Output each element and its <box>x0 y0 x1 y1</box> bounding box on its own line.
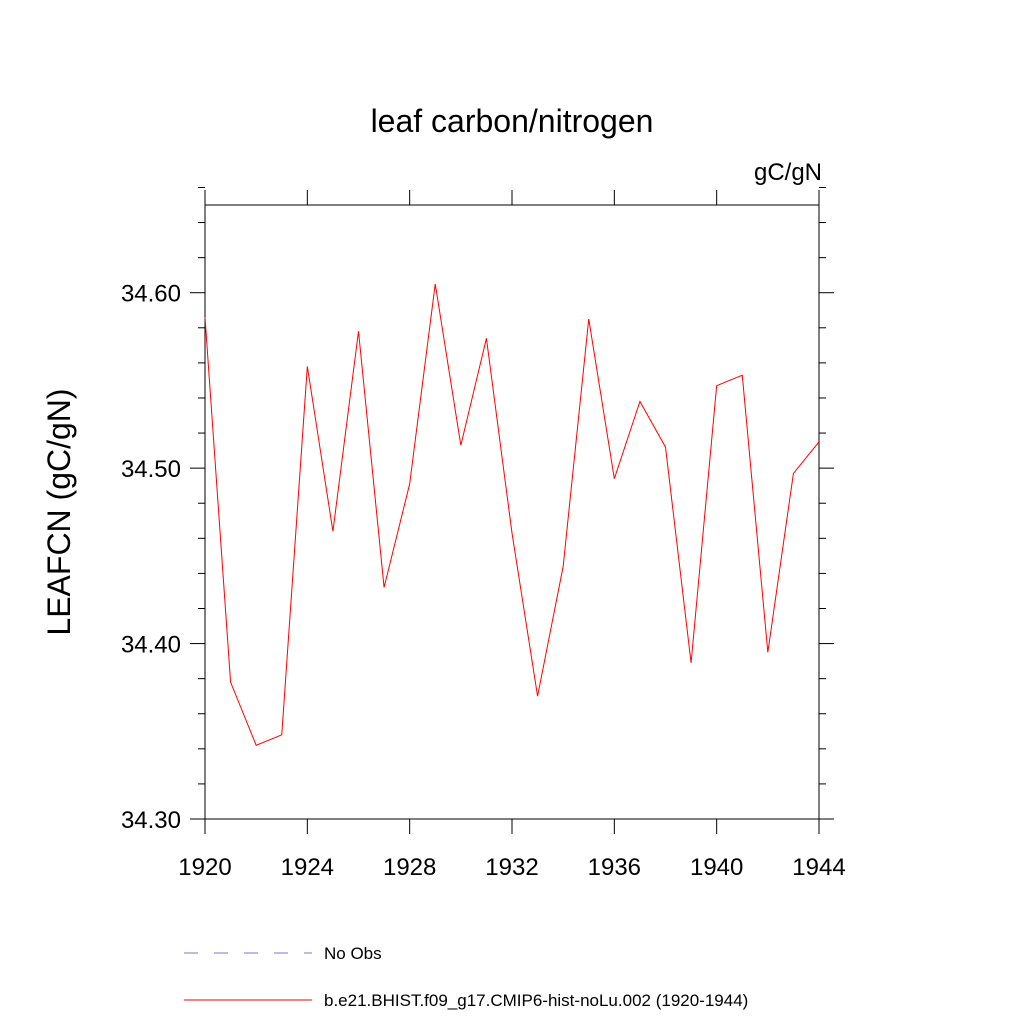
x-tick-labels: 1920 1924 1928 1932 1936 1940 1944 <box>178 854 845 881</box>
x-tick-label: 1920 <box>178 854 231 881</box>
y-axis-label: LEAFCN (gC/gN) <box>41 388 77 635</box>
y-tick-labels: 34.30 34.40 34.50 34.60 <box>121 281 181 834</box>
legend-label: No Obs <box>324 944 382 963</box>
y-tick-label: 34.50 <box>121 456 181 483</box>
units-label: gC/gN <box>754 159 822 186</box>
x-tick-label: 1944 <box>792 854 845 881</box>
legend: No Obs b.e21.BHIST.f09_g17.CMIP6-hist-noL… <box>184 944 748 1010</box>
axis-ticks <box>190 186 834 834</box>
y-tick-label: 34.30 <box>121 807 181 834</box>
chart-title: leaf carbon/nitrogen <box>371 103 654 139</box>
y-tick-label: 34.40 <box>121 632 181 659</box>
x-tick-label: 1924 <box>281 854 334 881</box>
y-tick-label: 34.60 <box>121 281 181 308</box>
x-tick-label: 1936 <box>588 854 641 881</box>
series-line <box>204 283 820 746</box>
x-tick-label: 1928 <box>383 854 436 881</box>
x-tick-label: 1932 <box>485 854 538 881</box>
series-layer <box>204 283 820 746</box>
x-tick-label: 1940 <box>690 854 743 881</box>
legend-label: b.e21.BHIST.f09_g17.CMIP6-hist-noLu.002 … <box>324 991 748 1010</box>
